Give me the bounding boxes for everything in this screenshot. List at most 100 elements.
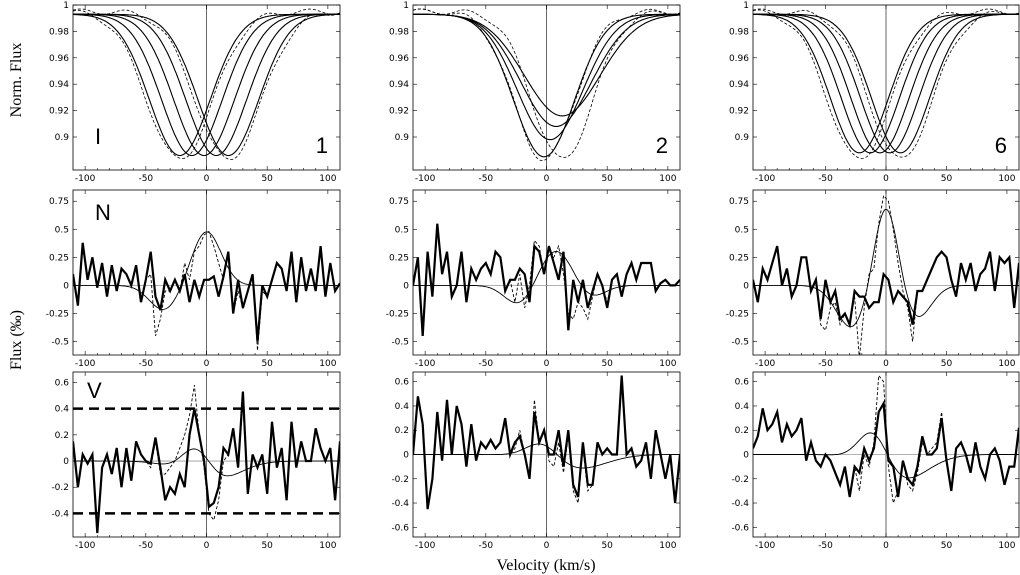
x-tick-label: 100 <box>998 541 1015 551</box>
x-tick-label: -100 <box>415 174 436 184</box>
y-tick-label: -0.2 <box>391 475 409 485</box>
y-tick-label: -0.4 <box>51 509 69 519</box>
x-tick-label: 100 <box>659 174 676 184</box>
y-tick-label: 0.98 <box>49 27 69 37</box>
x-tick-label: -100 <box>75 359 96 369</box>
x-tick-label: -100 <box>755 174 776 184</box>
y-tick-label: 0.94 <box>729 80 749 90</box>
y-tick-label: -0.5 <box>731 338 749 348</box>
x-tick-label: 0 <box>544 359 550 369</box>
panel-V6: -100 -50 0 50 100 -0.6 -0.4 -0.2 0 0.2 0.4 0.6 <box>731 371 1020 551</box>
x-tick-label: 0 <box>883 359 889 369</box>
stokes-i-profile-line <box>73 13 340 157</box>
y-tick-label: 0.4 <box>395 402 410 412</box>
y-tick-label: 0.4 <box>735 402 750 412</box>
y-tick-label: 0 <box>63 281 69 291</box>
observed-bold-line <box>753 245 1019 329</box>
y-tick-label: 0 <box>743 451 749 461</box>
y-tick-label: 0.9 <box>735 133 750 143</box>
panel-label: 1 <box>316 133 328 158</box>
plot-area <box>73 8 340 160</box>
y-tick-label: 0.98 <box>389 27 409 37</box>
stokes-i-profile-line <box>73 13 340 157</box>
panel-label: 6 <box>995 133 1007 158</box>
y-tick-label: 0 <box>403 281 409 291</box>
y-tick-label: 0.2 <box>395 426 409 436</box>
y-tick-label: 0.9 <box>55 133 70 143</box>
y-tick-label: 0.92 <box>389 107 409 117</box>
y-tick-label: 0.25 <box>49 253 69 263</box>
y-tick-label: 0.75 <box>729 197 749 207</box>
y-tick-label: -0.6 <box>391 523 409 533</box>
y-tick-label: 0.6 <box>395 378 410 388</box>
y-tick-label: 1 <box>63 1 69 11</box>
stokes-i-observed-dashed <box>413 8 680 158</box>
x-tick-label: 100 <box>998 174 1015 184</box>
y-tick-label: 1 <box>743 1 749 11</box>
y-tick-label: 0.6 <box>735 378 750 388</box>
stokes-i-profile-line <box>753 13 1019 154</box>
x-tick-label: 100 <box>659 359 676 369</box>
x-tick-label: 50 <box>261 541 273 551</box>
x-tick-label: -50 <box>478 174 493 184</box>
stokes-i-profile-line <box>73 13 340 157</box>
stokes-i-profile-line <box>413 13 680 117</box>
stokes-i-observed-dashed <box>413 8 680 161</box>
plot-area <box>753 194 1019 355</box>
panel-N6: -100 -50 0 50 100 -0.5 -0.25 0 0.25 0.5 0.75 <box>726 189 1020 369</box>
x-tick-label: 50 <box>941 541 953 551</box>
panel-I1: -100 -50 0 50 100 0.9 0.92 0.94 0.96 0.98 1 I 1 <box>49 1 341 184</box>
y-tick-label: 0 <box>63 457 69 467</box>
x-tick-label: -50 <box>138 174 153 184</box>
panel-N2: -100 -50 0 50 100 -0.5 -0.25 0 0.25 0.5 0.75 <box>386 189 681 369</box>
panel-I2: -100 -50 0 50 100 0.9 0.92 0.94 0.96 0.98 1 2 <box>389 1 681 184</box>
y-tick-label: 0.5 <box>395 225 409 235</box>
x-tick-label: -100 <box>75 541 96 551</box>
observed-bold-line <box>753 399 1019 498</box>
plot-area <box>73 230 340 351</box>
x-tick-label: 100 <box>998 359 1015 369</box>
y-tick-label: 0.96 <box>389 54 409 64</box>
x-tick-label: 50 <box>601 541 613 551</box>
y-tick-label: 0.75 <box>389 197 409 207</box>
y-tick-label: 0.75 <box>49 197 69 207</box>
y-tick-label: -0.25 <box>386 309 409 319</box>
panel-label: I <box>95 124 101 149</box>
y-tick-label: -0.5 <box>391 338 409 348</box>
model-curve <box>753 432 1019 479</box>
x-tick-label: 0 <box>544 541 550 551</box>
plot-area <box>753 374 1019 505</box>
y-tick-label: -0.2 <box>51 483 69 493</box>
y-tick-label: 0.25 <box>729 253 749 263</box>
x-tick-label: 100 <box>319 541 336 551</box>
y-tick-label: 1 <box>403 1 409 11</box>
y-tick-label: -0.25 <box>726 309 749 319</box>
y-tick-label: 0.5 <box>55 225 69 235</box>
x-tick-label: 0 <box>883 541 889 551</box>
y-tick-label: -0.4 <box>731 499 749 509</box>
stokes-i-observed-dashed <box>753 8 1019 159</box>
stokes-i-profile-line <box>753 13 1019 154</box>
plot-area <box>73 385 340 534</box>
y-tick-label: 0.6 <box>55 378 70 388</box>
plot-area <box>413 8 680 161</box>
plot-area <box>413 223 680 336</box>
x-tick-label: 0 <box>544 174 550 184</box>
y-tick-label: 0.92 <box>49 107 69 117</box>
xlabel-velocity: Velocity (km/s) <box>496 557 595 574</box>
stokes-i-observed-dashed <box>73 8 340 159</box>
x-tick-label: -50 <box>818 359 833 369</box>
panel-N1: -100 -50 0 50 100 -0.5 -0.25 0 0.25 0.5 0.75 N <box>46 189 341 369</box>
x-tick-label: -100 <box>755 541 776 551</box>
x-tick-label: -100 <box>415 541 436 551</box>
panel-label: N <box>95 200 111 225</box>
panel-I6: -100 -50 0 50 100 0.9 0.92 0.94 0.96 0.98 1 6 <box>729 1 1020 184</box>
y-tick-label: -0.2 <box>731 475 749 485</box>
observed-bold-line <box>73 391 340 534</box>
x-tick-label: 100 <box>319 359 336 369</box>
plot-area <box>413 375 680 510</box>
x-tick-label: -50 <box>138 541 153 551</box>
x-tick-label: 50 <box>941 174 953 184</box>
panel-V1: -100 -50 0 50 100 -0.4 -0.2 0 0.2 0.4 0.6 V <box>51 371 341 551</box>
